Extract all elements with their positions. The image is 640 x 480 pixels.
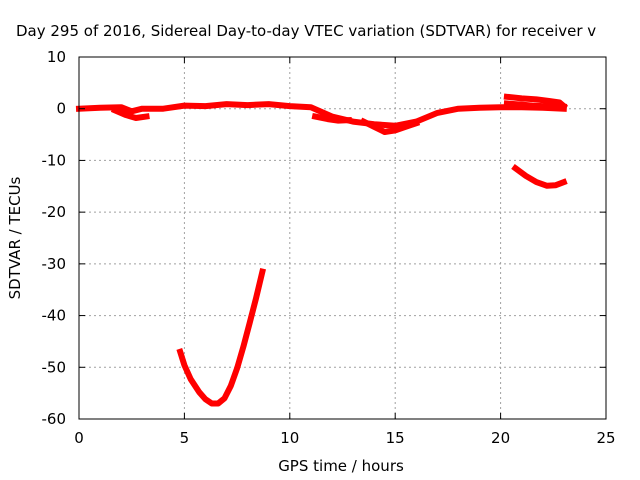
chart-title: Day 295 of 2016, Sidereal Day-to-day VTE… bbox=[16, 22, 596, 40]
axis-ticks: 0 5 10 15 20 25 -60 -50 -40 -30 -20 -10 0 10 bbox=[42, 48, 616, 447]
series-trace bbox=[110, 106, 150, 121]
x-tick-label: 0 bbox=[74, 429, 84, 447]
y-tick-label: -40 bbox=[42, 307, 67, 325]
plot-frame bbox=[78, 56, 607, 420]
y-tick-label: -60 bbox=[42, 410, 67, 428]
data-series bbox=[75, 93, 569, 407]
x-axis-label: GPS time / hours bbox=[278, 457, 404, 475]
y-tick-label: 0 bbox=[56, 100, 66, 118]
series-trace bbox=[511, 164, 568, 189]
x-tick-label: 10 bbox=[280, 429, 299, 447]
y-tick-label: -50 bbox=[42, 358, 67, 376]
series-trace bbox=[75, 101, 567, 129]
x-tick-label: 15 bbox=[386, 429, 405, 447]
x-tick-label: 5 bbox=[180, 429, 190, 447]
y-tick-label: 10 bbox=[47, 48, 66, 66]
y-axis-label: SDTVAR / TECUs bbox=[6, 176, 24, 299]
series-trace bbox=[503, 100, 568, 110]
series-trace bbox=[359, 117, 421, 135]
y-tick-label: -30 bbox=[42, 255, 67, 273]
series-trace bbox=[311, 112, 352, 124]
y-tick-label: -10 bbox=[42, 151, 67, 169]
x-tick-label: 25 bbox=[596, 429, 615, 447]
series-trace bbox=[176, 267, 267, 407]
y-tick-label: -20 bbox=[42, 203, 67, 221]
x-tick-label: 20 bbox=[491, 429, 510, 447]
